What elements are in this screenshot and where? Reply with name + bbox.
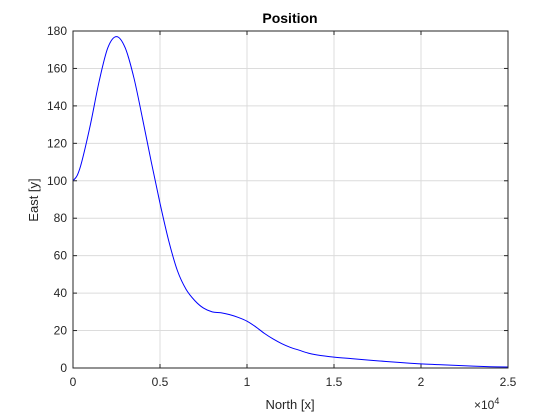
y-axis-label: East [y] bbox=[26, 178, 41, 221]
y-tick-label: 120 bbox=[47, 136, 67, 150]
y-tick-label: 40 bbox=[54, 286, 68, 300]
x-multiplier-base: ×10 bbox=[474, 398, 495, 412]
y-tick-label: 180 bbox=[47, 24, 67, 38]
plot-frame bbox=[72, 30, 509, 369]
y-tick-label: 60 bbox=[54, 249, 68, 263]
y-tick-label: 0 bbox=[60, 361, 67, 375]
x-tick-label: 0 bbox=[70, 375, 77, 389]
grid-lines bbox=[73, 31, 508, 368]
chart-title: Position bbox=[262, 10, 317, 26]
x-axis-multiplier: ×104 bbox=[474, 396, 499, 412]
series-line bbox=[72, 36, 509, 368]
y-tick-label: 20 bbox=[54, 324, 68, 338]
x-tick-label: 1.5 bbox=[326, 375, 343, 389]
y-tick-label: 160 bbox=[47, 61, 67, 75]
y-tick-label: 80 bbox=[54, 211, 68, 225]
x-tick-label: 1 bbox=[244, 375, 251, 389]
x-multiplier-exponent: 4 bbox=[494, 396, 499, 406]
series-layer bbox=[72, 36, 509, 368]
y-tick-label: 100 bbox=[47, 174, 67, 188]
x-tick-label: 0.5 bbox=[152, 375, 169, 389]
plot-background bbox=[73, 31, 508, 368]
x-tick-label: 2 bbox=[418, 375, 425, 389]
y-tick-label: 140 bbox=[47, 99, 67, 113]
x-tick-label: 2.5 bbox=[500, 375, 517, 389]
x-axis-label: North [x] bbox=[265, 397, 314, 412]
tick-labels: 0 0.5 1 1.5 2 2.5 0 20 40 60 80 100 120 140 160 180 bbox=[47, 24, 517, 389]
